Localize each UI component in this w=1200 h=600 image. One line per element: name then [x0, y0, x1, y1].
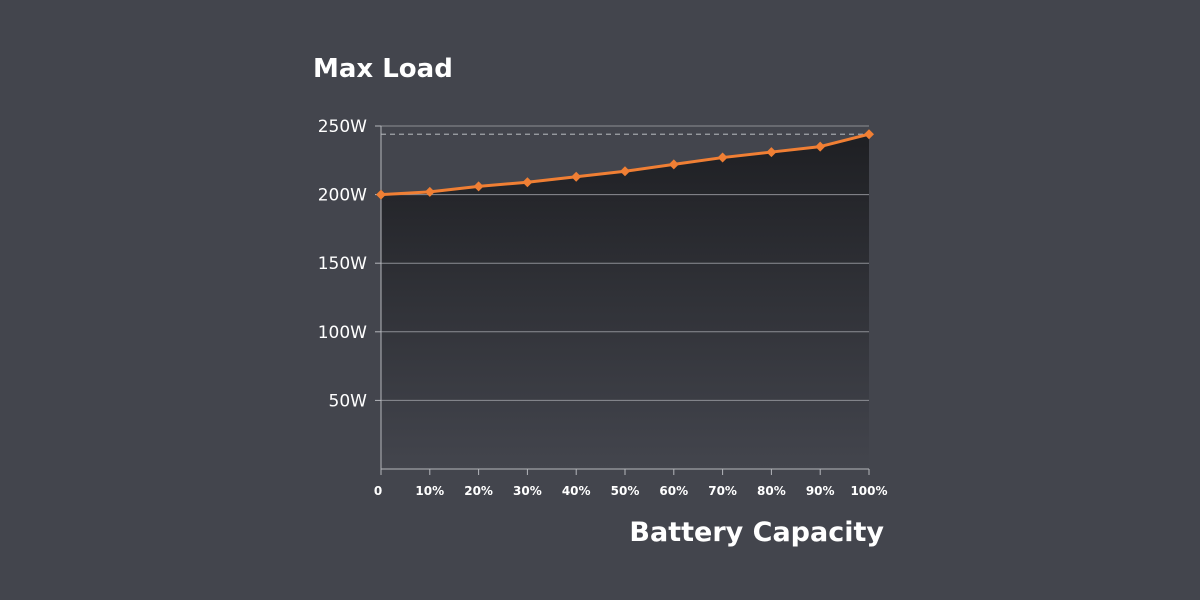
chart-title: Max Load: [313, 54, 453, 84]
x-tick-label: 10%: [415, 484, 444, 498]
x-tick-label: 40%: [562, 484, 591, 498]
data-point-marker: [571, 171, 582, 182]
x-tick-label: 20%: [464, 484, 493, 498]
x-tick-label: 80%: [757, 484, 786, 498]
y-tick-label: 100W: [318, 323, 367, 343]
axis-layer: [380, 126, 870, 475]
series-layer: [376, 129, 874, 200]
data-point-marker: [376, 189, 386, 200]
x-tick-label: 90%: [806, 484, 835, 498]
x-tick-label: 70%: [708, 484, 737, 498]
y-tick-label: 250W: [318, 117, 367, 137]
area-fill-layer: [381, 134, 869, 469]
y-tick-label: 50W: [329, 391, 368, 411]
data-point-marker: [766, 147, 777, 158]
data-point-marker: [815, 141, 826, 152]
data-point-marker: [424, 186, 435, 197]
data-point-marker: [864, 129, 874, 140]
y-tick-label: 200W: [318, 186, 367, 206]
y-tick-labels: 250W 200W 150W 100W 50W: [318, 117, 367, 411]
area-fill: [381, 134, 869, 469]
data-point-marker: [668, 159, 679, 170]
data-point-marker: [717, 152, 728, 163]
data-point-marker: [473, 181, 484, 192]
x-tick-label: 0: [374, 484, 382, 498]
x-tick-label: 30%: [513, 484, 542, 498]
x-tick-label: 100%: [850, 484, 887, 498]
x-tick-label: 60%: [659, 484, 688, 498]
x-tick-label: 50%: [611, 484, 640, 498]
grid-layer: [375, 125, 869, 401]
x-tick-labels: 0 10% 20% 30% 40% 50% 60% 70% 80% 90% 100%: [374, 484, 888, 498]
data-point-marker: [522, 177, 533, 188]
data-point-marker: [620, 166, 630, 177]
x-axis-label: Battery Capacity: [629, 517, 884, 548]
y-tick-label: 150W: [318, 254, 367, 274]
